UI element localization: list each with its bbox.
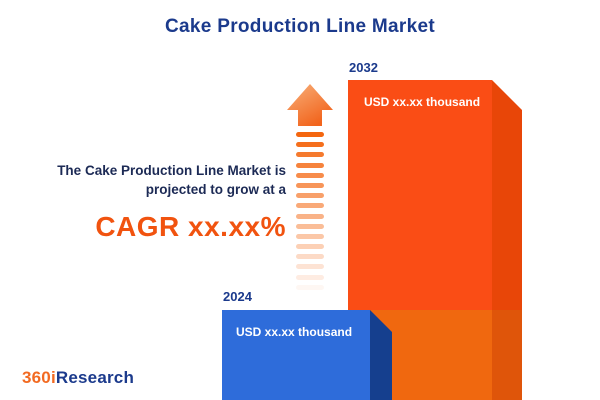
growth-arrow-stripes (296, 132, 324, 290)
page-title: Cake Production Line Market (165, 16, 435, 37)
arrow-stripe (296, 264, 324, 270)
arrow-stripe (296, 233, 324, 239)
annotation-line-2: projected to grow at a (145, 181, 286, 197)
bar-2032-side-lower (492, 310, 522, 400)
arrow-stripe (296, 274, 324, 280)
value-label-2024: USD xx.xx thousand (236, 325, 353, 339)
arrow-stripe (296, 254, 324, 260)
cagr-value: CAGR xx.xx% (95, 210, 286, 242)
year-label-2024: 2024 (223, 289, 252, 304)
growth-arrow-head-icon (287, 84, 333, 126)
arrow-stripe (296, 203, 324, 209)
arrow-stripe (296, 223, 324, 229)
arrow-stripe (296, 152, 324, 158)
arrow-stripe (296, 132, 324, 137)
arrow-stripe (296, 172, 324, 178)
brand-logo: 360iResearch (22, 368, 134, 388)
arrow-stripe (296, 142, 324, 148)
arrow-stripe (296, 162, 324, 168)
arrow-stripe (296, 182, 324, 188)
arrow-stripe (296, 284, 324, 290)
arrow-stripe (296, 244, 324, 250)
annotation-line-1: The Cake Production Line Market is (57, 163, 286, 178)
bar-2024-side (370, 310, 392, 400)
brand-logo-suffix: Research (55, 368, 135, 387)
arrow-stripe (296, 193, 324, 199)
annotation-text: The Cake Production Line Market is proje… (14, 162, 286, 246)
year-label-2032: 2032 (349, 60, 378, 75)
arrow-stripe (296, 213, 324, 219)
value-label-2032: USD xx.xx thousand (364, 95, 481, 109)
bar-2024-front (222, 310, 370, 400)
brand-logo-prefix: 360i (22, 368, 56, 387)
